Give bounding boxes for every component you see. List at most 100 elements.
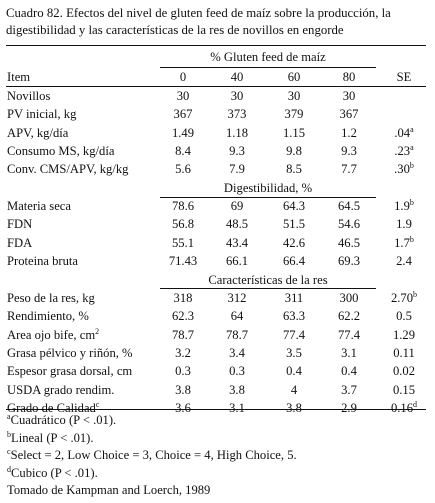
table-row: Area ojo bife, cm2 78.7 78.7 77.4 77.4 1.29 [0,326,435,344]
value-cell: 3.8 [175,382,191,397]
row-label-text: Proteina bruta [7,254,78,269]
se-mark: a [410,143,414,153]
column-header-level: 60 [287,70,301,84]
value-cell: 0.4 [286,364,302,379]
value-cell: 78.7 [225,327,249,342]
bottom-rule [6,409,426,410]
footnote: dCubico (P < .01). [7,464,98,480]
se-cell: 0.15 [380,381,428,399]
value-cell: 3.1 [229,400,245,415]
se-mark: b [413,289,418,299]
se-cell: 1.29 [380,326,428,344]
se-value: .23 [394,144,411,159]
row-label: Consumo MS, kg/día [7,142,114,160]
group-header-rule [160,67,376,68]
value-cell: 0.4 [341,364,357,379]
value-cell: 42.6 [282,235,306,250]
value-cell: 3.4 [229,345,245,360]
source-note: Tomado de Kampman and Loerch, 1989 [7,483,211,497]
se-value: 2.70 [390,290,414,305]
value-cell: 62.2 [337,309,361,324]
value-cell: 30 [287,89,301,103]
row-label: USDA grado rendim. [7,381,114,399]
value-cell: 3.8 [229,382,245,397]
row-label-text: Consumo MS, kg/día [7,144,115,159]
value-cell: 64.3 [282,199,306,214]
value-cell: 64.5 [337,199,361,214]
value-cell: 48.5 [225,217,249,232]
value-cell: 300 [339,290,359,305]
se-value: 1.7 [394,235,410,250]
table-row: Materia seca 78.6 69 64.3 64.5 1.9b [0,197,435,215]
row-label-text: FDN [7,217,33,232]
se-cell: 0.16d [380,399,428,417]
footnote: cSelect = 2, Low Choice = 3, Choice = 4,… [7,447,297,463]
row-label: Peso de la res, kg [7,289,95,307]
value-cell: 373 [227,107,247,122]
value-cell: 9.8 [286,144,302,159]
row-label: Novillos [7,87,50,105]
se-value: 0.5 [396,309,412,324]
value-cell: 311 [284,290,304,305]
value-cell: 312 [227,290,247,305]
column-header-item: Item [7,70,31,84]
se-value: .30 [394,162,410,177]
row-label-text: USDA grado rendim. [7,382,115,397]
se-cell: 0.5 [380,307,428,325]
value-cell: 66.1 [225,254,249,269]
row-label-text: APV, kg/día [7,125,69,140]
column-header-se: SE [396,70,412,84]
value-cell: 55.1 [171,235,195,250]
value-cell: 0.3 [229,364,245,379]
table-row: PV inicial, kg 367 373 379 367 [0,105,435,123]
value-cell: 1.2 [341,125,357,140]
value-cell: 9.3 [229,144,245,159]
row-label: Espesor grasa dorsal, cm [7,362,132,380]
se-value: 0.15 [392,382,416,397]
value-cell: 3.5 [286,345,302,360]
row-label: Conv. CMS/APV, kg/kg [7,160,128,178]
table-row: Grasa pélvico y riñón, % 3.2 3.4 3.5 3.1 0.11 [0,344,435,362]
value-cell: 4 [290,382,298,397]
row-label-mark: c [95,399,100,409]
table-row: Espesor grasa dorsal, cm 0.3 0.3 0.4 0.4 0.02 [0,362,435,380]
value-cell: 8.4 [175,144,191,159]
row-label-text: Novillos [7,89,51,103]
value-cell: 77.4 [282,327,306,342]
row-label-text: Espesor grasa dorsal, cm [7,364,133,379]
se-value: 1.9 [394,199,410,214]
table-row: USDA grado rendim. 3.8 3.8 4 3.7 0.15 [0,381,435,399]
value-cell: 0.3 [175,364,191,379]
se-value: 2.4 [396,254,412,269]
se-cell: .23a [380,142,428,160]
se-value: 0.11 [393,345,415,360]
se-cell: 2.70b [380,289,428,307]
row-label: FDA [7,234,32,252]
se-value: 0.16 [390,400,414,415]
column-header-level: 0 [179,70,187,84]
row-label: Proteina bruta [7,252,78,270]
value-cell: 54.6 [337,217,361,232]
table-row: Novillos 30 30 30 30 [0,87,435,105]
se-mark: d [413,399,418,409]
row-label-text: Peso de la res, kg [7,290,95,305]
value-cell: 7.7 [341,162,357,177]
row-label-text: Area ojo bife, cm [7,327,96,342]
column-header-level: 40 [230,70,244,84]
se-value: 0.02 [392,364,416,379]
value-cell: 30 [176,89,190,103]
row-label: Materia seca [7,197,71,215]
row-label-text: Grado de Calidad [7,400,96,415]
table-row: FDA 55.1 43.4 42.6 46.5 1.7b [0,234,435,252]
value-cell: 46.5 [337,235,361,250]
footnote: bLineal (P < .01). [7,429,94,445]
row-label-text: Materia seca [7,199,71,214]
se-mark: b [409,234,414,244]
table-row: FDN 56.8 48.5 51.5 54.6 1.9 [0,215,435,233]
row-label-text: PV inicial, kg [7,107,77,122]
column-header-row: Item 0 40 60 80 SE [0,68,435,86]
value-cell: 9.3 [341,144,357,159]
se-mark: b [409,198,414,208]
value-cell: 77.4 [337,327,361,342]
value-cell: 3.2 [175,345,191,360]
